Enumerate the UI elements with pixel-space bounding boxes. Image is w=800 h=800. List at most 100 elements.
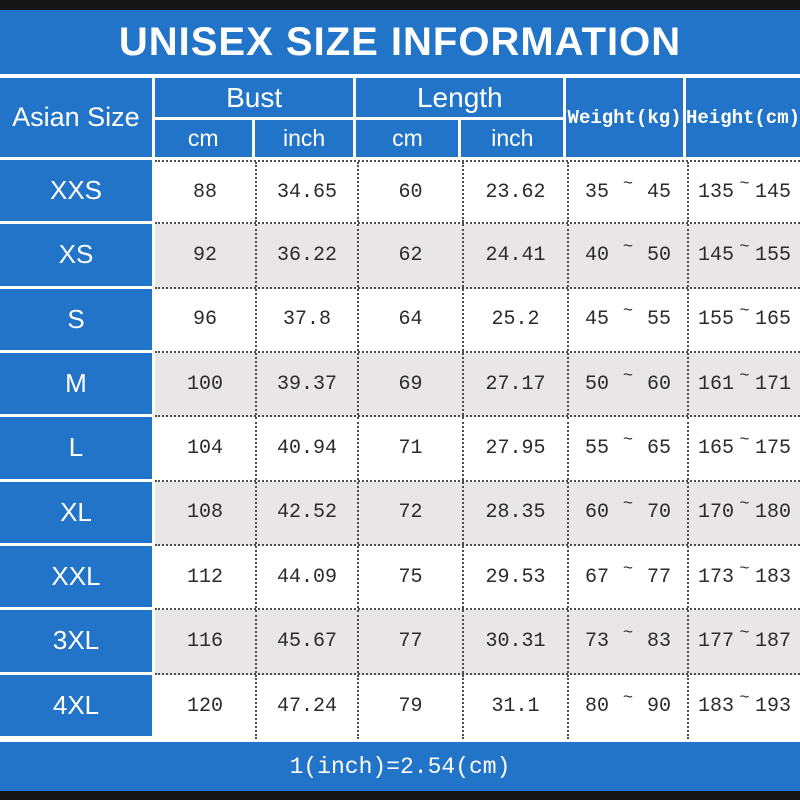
header-height: Height(cm) [685,78,800,160]
height-min-value: 183 [698,695,735,719]
bust-cm-value: 88 [192,180,217,204]
length-inch-value: 30.31 [462,610,567,673]
range-tilde: ~ [739,559,750,579]
table-body: XXS 88 34.65 60 23.62 35 ~ 45 135 ~ 145 … [0,160,800,739]
table-row: XS 92 36.22 62 24.41 40 ~ 50 145 ~ 155 [0,224,800,289]
header-weight: Weight(kg) [566,78,686,160]
range-tilde: ~ [739,430,750,450]
length-inch-value: 31.1 [462,674,567,739]
height-range: 170 ~ 180 [687,481,800,544]
weight-max-value: 90 [646,695,671,719]
bust-inch-value: 34.65 [255,162,357,223]
bust-inch-value: 42.52 [255,481,357,544]
range-tilde: ~ [739,495,750,515]
height-min-value: 145 [698,243,735,267]
length-cm-value: 71 [357,417,462,480]
length-inch-value: 24.41 [462,224,567,287]
height-min-value: 177 [698,629,735,653]
row-data: 92 36.22 62 24.41 40 ~ 50 145 ~ 155 [155,224,800,289]
weight-min-value: 40 [585,243,610,267]
table-row: XXL 112 44.09 75 29.53 67 ~ 77 173 ~ 183 [0,545,800,611]
header-bust-inch: inch [254,120,354,157]
weight-min-value: 35 [585,180,610,204]
bust-inch-value: 36.22 [255,224,357,287]
range-tilde: ~ [739,174,750,194]
weight-range: 40 ~ 50 [567,224,687,287]
row-data: 96 37.8 64 25.2 45 ~ 55 155 ~ 165 [155,288,800,353]
length-cm-value: 60 [357,162,462,223]
range-tilde: ~ [622,495,634,515]
length-inch-value: 23.62 [462,162,567,223]
weight-min-value: 80 [585,695,610,719]
weight-max-value: 77 [646,565,671,589]
bust-cm-value: 108 [186,501,223,525]
length-cm-value: 69 [357,352,462,416]
length-inch-value: 29.53 [462,545,567,609]
range-tilde: ~ [622,559,634,579]
height-min-value: 173 [698,565,735,589]
height-range: 145 ~ 155 [687,224,800,287]
length-cm-value: 64 [357,288,462,351]
header-group-bust: Bust cm inch [154,78,357,160]
range-tilde: ~ [622,302,634,322]
row-data: 120 47.24 79 31.1 80 ~ 90 183 ~ 193 [155,674,800,739]
bust-cm-value: 100 [186,372,223,396]
height-range: 173 ~ 183 [687,545,800,609]
bust-inch-value: 44.09 [255,545,357,609]
height-min-value: 135 [698,180,735,204]
header-group-length: Length cm inch [356,78,567,160]
length-cm-value: 72 [357,481,462,544]
bottom-border-bar [0,791,800,800]
height-max-value: 171 [754,372,791,396]
height-max-value: 145 [754,180,791,204]
length-cm-value: 79 [357,674,462,739]
table-row: L 104 40.94 71 27.95 55 ~ 65 165 ~ 175 [0,417,800,482]
weight-range: 60 ~ 70 [567,481,687,544]
table-row: 4XL 120 47.24 79 31.1 80 ~ 90 183 ~ 193 [0,674,800,739]
length-cm-value: 75 [357,545,462,609]
weight-max-value: 83 [646,629,671,653]
weight-range: 67 ~ 77 [567,545,687,609]
range-tilde: ~ [622,366,634,386]
height-range: 161 ~ 171 [687,352,800,416]
row-data: 100 39.37 69 27.17 50 ~ 60 161 ~ 171 [155,352,800,418]
size-label: S [0,288,155,353]
range-tilde: ~ [622,237,634,257]
height-range: 177 ~ 187 [687,610,800,673]
bust-inch-value: 45.67 [255,610,357,673]
bust-inch-value: 39.37 [255,352,357,416]
bust-cm-value: 104 [186,436,223,460]
weight-max-value: 55 [646,308,671,332]
bust-cm-value: 116 [186,629,223,653]
conversion-note: 1(inch)=2.54(cm) [0,742,800,791]
row-data: 104 40.94 71 27.95 55 ~ 65 165 ~ 175 [155,417,800,482]
size-label: 4XL [0,674,155,739]
range-tilde: ~ [739,302,750,322]
height-range: 165 ~ 175 [687,417,800,480]
height-max-value: 193 [754,695,791,719]
height-range: 155 ~ 165 [687,288,800,351]
weight-min-value: 55 [585,436,610,460]
weight-range: 55 ~ 65 [567,417,687,480]
divider [0,74,800,78]
size-label: XS [0,224,155,289]
weight-min-value: 73 [585,629,610,653]
range-tilde: ~ [739,689,750,709]
bust-cm-value: 92 [192,243,217,267]
weight-max-value: 50 [646,243,671,267]
height-min-value: 161 [698,372,735,396]
weight-range: 50 ~ 60 [567,352,687,416]
size-label: 3XL [0,610,155,675]
range-tilde: ~ [622,623,634,643]
weight-max-value: 70 [646,501,671,525]
table-row: 3XL 116 45.67 77 30.31 73 ~ 83 177 ~ 187 [0,610,800,675]
header-length-inch: inch [461,120,564,157]
weight-max-value: 45 [646,180,671,204]
table-row: S 96 37.8 64 25.2 45 ~ 55 155 ~ 165 [0,288,800,353]
height-max-value: 165 [754,308,791,332]
length-inch-value: 28.35 [462,481,567,544]
size-label: XL [0,481,155,546]
bust-inch-value: 47.24 [255,674,357,739]
header-bust-subs: cm inch [154,120,354,157]
